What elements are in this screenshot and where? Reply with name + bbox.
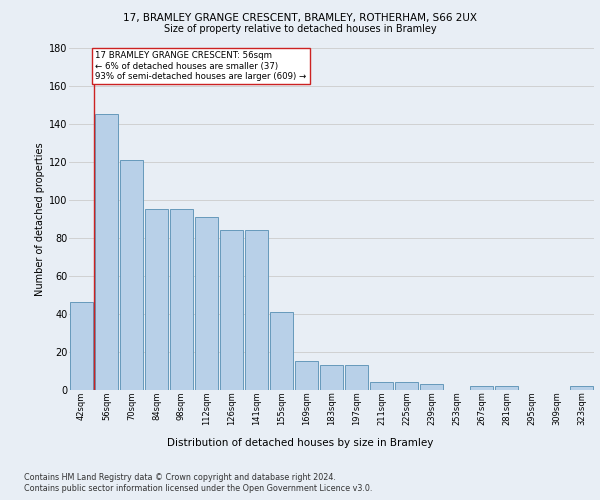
Bar	[270, 312, 293, 390]
Bar	[370, 382, 393, 390]
Bar	[95, 114, 118, 390]
Bar	[245, 230, 268, 390]
Bar	[470, 386, 493, 390]
Bar	[220, 230, 243, 390]
Bar	[495, 386, 518, 390]
Text: 17, BRAMLEY GRANGE CRESCENT, BRAMLEY, ROTHERHAM, S66 2UX: 17, BRAMLEY GRANGE CRESCENT, BRAMLEY, RO…	[123, 12, 477, 22]
Bar	[295, 362, 318, 390]
Y-axis label: Number of detached properties: Number of detached properties	[35, 142, 45, 296]
Bar	[395, 382, 418, 390]
Bar	[170, 209, 193, 390]
Bar	[120, 160, 143, 390]
Text: Contains public sector information licensed under the Open Government Licence v3: Contains public sector information licen…	[24, 484, 373, 493]
Bar	[70, 302, 93, 390]
Text: Distribution of detached houses by size in Bramley: Distribution of detached houses by size …	[167, 438, 433, 448]
Bar	[420, 384, 443, 390]
Bar	[320, 366, 343, 390]
Bar	[345, 366, 368, 390]
Bar	[570, 386, 593, 390]
Bar	[145, 209, 168, 390]
Text: Size of property relative to detached houses in Bramley: Size of property relative to detached ho…	[164, 24, 436, 34]
Bar	[195, 217, 218, 390]
Text: Contains HM Land Registry data © Crown copyright and database right 2024.: Contains HM Land Registry data © Crown c…	[24, 472, 336, 482]
Text: 17 BRAMLEY GRANGE CRESCENT: 56sqm
← 6% of detached houses are smaller (37)
93% o: 17 BRAMLEY GRANGE CRESCENT: 56sqm ← 6% o…	[95, 52, 307, 81]
